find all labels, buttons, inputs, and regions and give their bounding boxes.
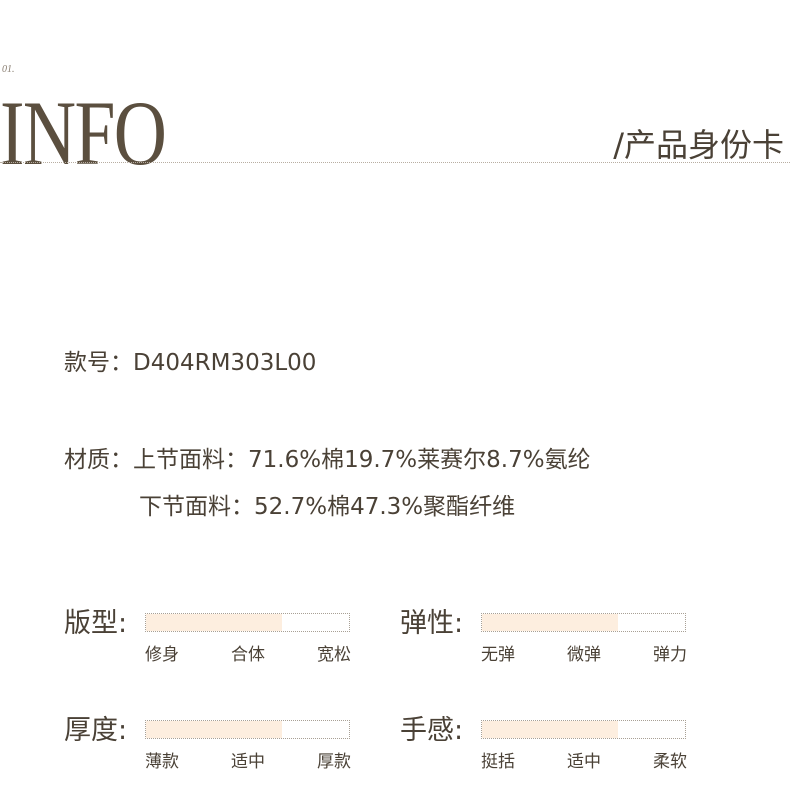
scale-label: 弹力 [653, 645, 687, 665]
material-label: 材质： [64, 447, 133, 473]
rating-fill [146, 614, 282, 631]
scale-label: 无弹 [481, 645, 515, 665]
section-subtitle: /产品身份卡 [613, 126, 784, 164]
scale-label: 适中 [567, 752, 601, 772]
material-upper-value: 上节面料：71.6%棉19.7%莱赛尔8.7%氨纶 [133, 447, 591, 473]
rating-scale-elasticity: 无弹 微弹 弹力 [481, 645, 687, 665]
scale-label: 薄款 [145, 752, 179, 772]
scale-label: 合体 [231, 645, 265, 665]
scale-label: 修身 [145, 645, 179, 665]
rating-label-thickness: 厚度: [64, 715, 128, 746]
style-number: 款号：D404RM303L00 [64, 343, 316, 377]
dotted-divider [0, 162, 790, 163]
rating-label-fit: 版型: [64, 608, 128, 639]
rating-fill [146, 721, 282, 738]
style-number-label: 款号： [64, 350, 133, 376]
material-upper: 材质：上节面料：71.6%棉19.7%莱赛尔8.7%氨纶 [64, 440, 591, 474]
rating-label-elasticity: 弹性: [400, 608, 464, 639]
rating-fill [482, 721, 618, 738]
rating-scale-feel: 挺括 适中 柔软 [481, 752, 687, 772]
rating-bar-thickness [145, 720, 350, 739]
scale-label: 宽松 [317, 645, 351, 665]
rating-scale-thickness: 薄款 适中 厚款 [145, 752, 351, 772]
rating-bar-elasticity [481, 613, 686, 632]
scale-label: 厚款 [317, 752, 351, 772]
section-title: INFO [0, 82, 167, 184]
scale-label: 挺括 [481, 752, 515, 772]
scale-label: 柔软 [653, 752, 687, 772]
rating-scale-fit: 修身 合体 宽松 [145, 645, 351, 665]
rating-fill [482, 614, 618, 631]
rating-bar-fit [145, 613, 350, 632]
scale-label: 微弹 [567, 645, 601, 665]
rating-label-feel: 手感: [400, 715, 464, 746]
material-lower: 下节面料：52.7%棉47.3%聚酯纤维 [139, 494, 516, 520]
rating-bar-feel [481, 720, 686, 739]
section-number: 01. [2, 64, 15, 75]
scale-label: 适中 [231, 752, 265, 772]
style-number-value: D404RM303L00 [133, 350, 317, 376]
